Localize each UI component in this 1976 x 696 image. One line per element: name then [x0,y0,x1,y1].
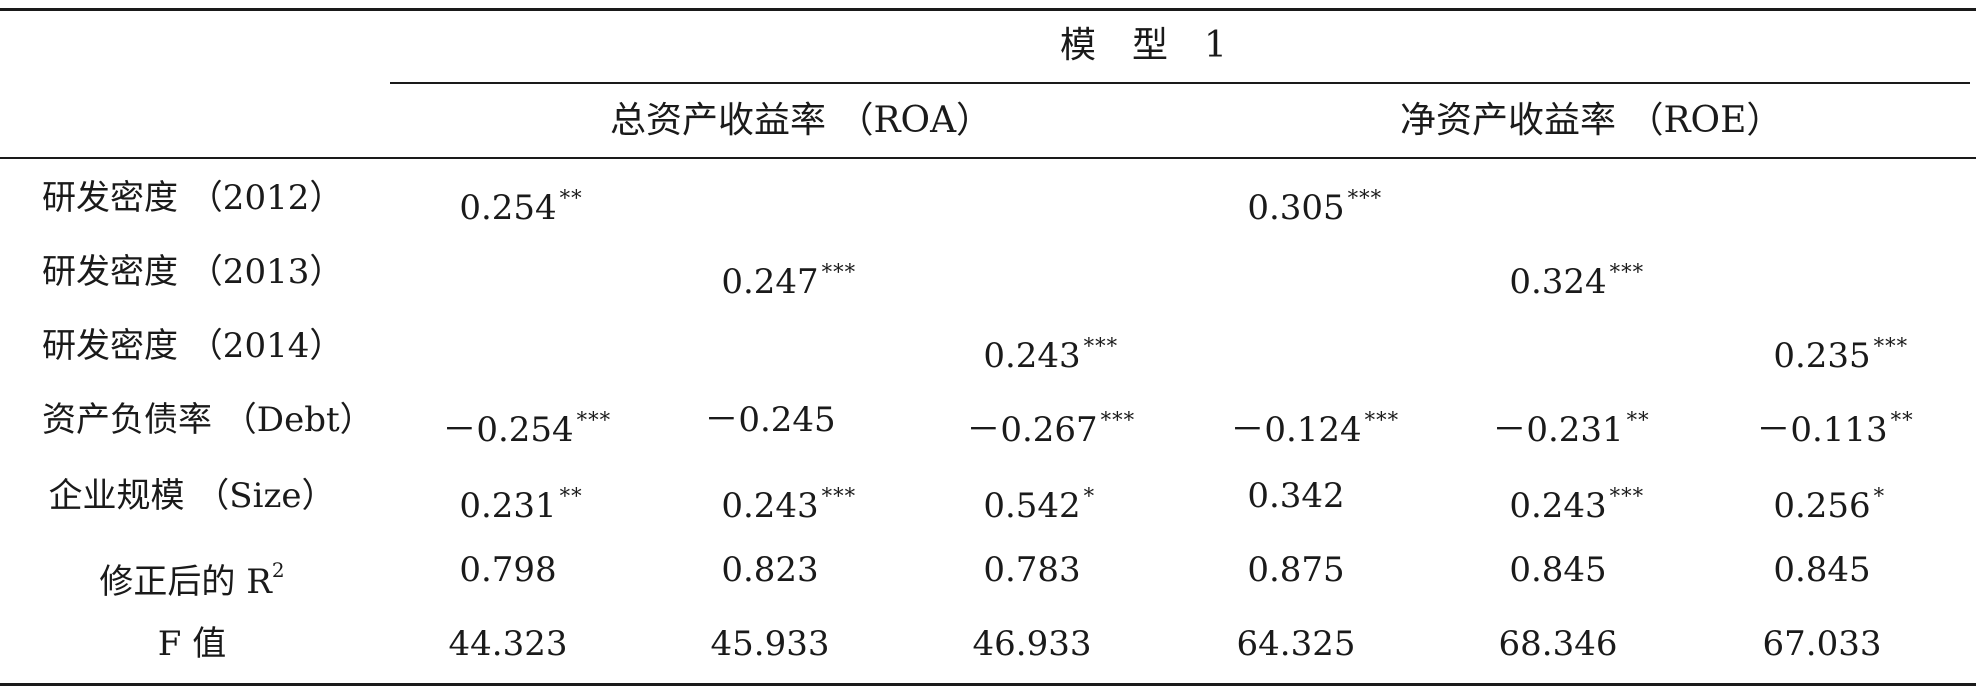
table-cell: 64.325 [1237,624,1356,664]
top-rule [0,8,1976,11]
table-cell: 0.783 [983,550,1080,590]
cell-value: －0.113 [1756,410,1888,450]
row-label: 研发密度 （2013） [42,252,344,292]
table-cell: －0.124 *** [1230,400,1399,450]
significance-stars: ** [559,484,583,508]
table-cell: 0.845 [1773,550,1870,590]
cell-value: 0.243 [1509,486,1607,526]
significance-stars: * [1083,484,1096,508]
row-label: 研发密度 （2012） [42,178,344,218]
significance-stars: *** [1609,260,1645,284]
table-cell: －0.254 *** [442,400,611,450]
table-cell: 0.324 *** [1509,252,1644,302]
table-cell: 46.933 [973,624,1092,664]
significance-stars: *** [821,484,857,508]
cell-value: －0.245 [704,400,836,440]
cell-value: 45.933 [710,624,830,664]
cell-value: 0.243 [721,486,819,526]
cell-value: 0.823 [721,550,819,590]
significance-stars: *** [1100,408,1136,432]
row-label-superscript: 2 [271,558,285,582]
cell-value: 0.798 [459,550,557,590]
cell-value: 46.933 [972,624,1092,664]
row-label: F 值 [42,624,342,664]
cell-value: 0.231 [459,486,557,526]
header-bottom-rule [0,157,1976,159]
row-label-text: 资产负债率 （Debt） [42,400,374,440]
bottom-rule [0,683,1976,686]
cell-value: 0.235 [1773,336,1871,376]
cell-value: 44.323 [448,624,568,664]
significance-stars: *** [1609,484,1645,508]
cell-value: －0.267 [966,410,1098,450]
cell-value: 67.033 [1762,624,1882,664]
model-title: 模 型 1 [1060,25,1227,66]
row-label-text: 企业规模 （Size） [48,476,336,516]
cell-value: －0.254 [442,410,574,450]
cell-value: －0.124 [1230,410,1362,450]
cell-value: 0.542 [983,486,1081,526]
cell-value: 0.243 [983,336,1081,376]
row-label-text: 修正后的 R [99,562,272,602]
row-label-text: 研发密度 （2013） [42,252,344,292]
cell-value: 0.247 [721,262,819,302]
table-cell: 67.033 [1763,624,1882,664]
table-cell: －0.231 ** [1492,400,1649,450]
table-cell: 0.231 ** [459,476,582,526]
cell-value: 0.254 [459,188,557,228]
table-cell: －0.267 *** [966,400,1135,450]
significance-stars: *** [821,260,857,284]
significance-stars: *** [1364,408,1400,432]
table-cell: 0.235 *** [1773,326,1908,376]
cell-value: 64.325 [1236,624,1356,664]
cell-value: 0.845 [1773,550,1871,590]
table-cell: 0.342 [1247,476,1344,516]
table-cell: 68.346 [1499,624,1618,664]
group-header-roe: 净资产收益率 （ROE） [1400,100,1783,141]
cell-value: 0.875 [1247,550,1345,590]
cell-value: 68.346 [1498,624,1618,664]
table-cell: 0.243 *** [1509,476,1644,526]
row-label: 研发密度 （2014） [42,326,344,366]
row-label: 资产负债率 （Debt） [42,400,374,440]
table-cell: 0.256 * [1773,476,1885,526]
cell-value: 0.305 [1247,188,1345,228]
table-cell: 0.845 [1509,550,1606,590]
cell-value: 0.342 [1247,476,1345,516]
significance-stars: *** [1347,186,1383,210]
significance-stars: * [1873,484,1886,508]
table-cell: 44.323 [449,624,568,664]
table-cell: 0.243 *** [983,326,1118,376]
row-label: 企业规模 （Size） [42,476,342,516]
cell-value: 0.324 [1509,262,1607,302]
row-label: 修正后的 R2 [42,550,342,602]
row-label-text: 研发密度 （2014） [42,326,344,366]
cell-value: 0.845 [1509,550,1607,590]
significance-stars: *** [1083,334,1119,358]
significance-stars: ** [559,186,583,210]
cell-value: －0.231 [1492,410,1624,450]
table-cell: 0.305 *** [1247,178,1382,228]
table-cell: 45.933 [711,624,830,664]
significance-stars: ** [1626,408,1650,432]
table-cell: －0.245 [704,400,835,440]
table-cell: 0.243 *** [721,476,856,526]
significance-stars: ** [1890,408,1914,432]
table-cell: 0.542 * [983,476,1095,526]
cell-value: 0.256 [1773,486,1871,526]
table-cell: 0.823 [721,550,818,590]
significance-stars: *** [576,408,612,432]
significance-stars: *** [1873,334,1909,358]
cell-value: 0.783 [983,550,1081,590]
table-cell: 0.798 [459,550,556,590]
table-cell: 0.254 ** [459,178,582,228]
table-cell: 0.247 *** [721,252,856,302]
row-label-text: F 值 [157,624,227,664]
group-rule [390,82,1970,84]
row-label-text: 研发密度 （2012） [42,178,344,218]
group-header-roa: 总资产收益率 （ROA） [610,100,993,141]
table-cell: －0.113 ** [1756,400,1913,450]
table-cell: 0.875 [1247,550,1344,590]
